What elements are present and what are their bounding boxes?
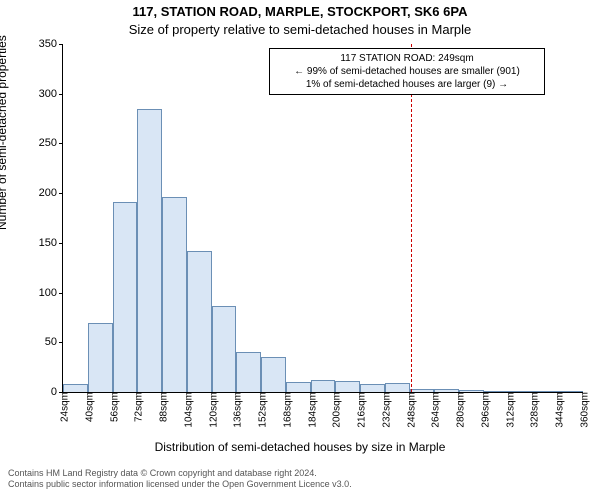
x-tick: 56sqm [105, 392, 120, 422]
x-axis-label: Distribution of semi-detached houses by … [0, 440, 600, 454]
x-tick: 136sqm [229, 392, 244, 428]
histogram-bar [113, 202, 138, 392]
histogram-bar [88, 323, 113, 392]
x-tick: 200sqm [328, 392, 343, 428]
histogram-bar [533, 391, 558, 392]
y-tick: 100 [39, 287, 63, 299]
x-tick: 72sqm [130, 392, 145, 422]
x-tick: 264sqm [427, 392, 442, 428]
histogram-bar [410, 389, 435, 392]
x-tick: 344sqm [551, 392, 566, 428]
histogram-bar [137, 109, 162, 392]
histogram-bar [311, 380, 336, 392]
x-tick: 168sqm [278, 392, 293, 428]
histogram-bar [509, 391, 534, 392]
footer-line-2: Contains public sector information licen… [8, 479, 352, 489]
chart-title-sub: Size of property relative to semi-detach… [0, 22, 600, 37]
plot-area: 05010015020025030035024sqm40sqm56sqm72sq… [62, 44, 583, 393]
chart-container: 117, STATION ROAD, MARPLE, STOCKPORT, SK… [0, 0, 600, 500]
chart-title-main: 117, STATION ROAD, MARPLE, STOCKPORT, SK… [0, 4, 600, 19]
x-tick: 88sqm [155, 392, 170, 422]
footer-line-1: Contains HM Land Registry data © Crown c… [8, 468, 317, 478]
histogram-bar [360, 384, 385, 392]
footer-attribution: Contains HM Land Registry data © Crown c… [8, 468, 352, 491]
histogram-bar [261, 357, 286, 392]
histogram-bar [162, 197, 187, 392]
marker-line [411, 44, 412, 392]
annotation-line-2: ← 99% of semi-detached houses are smalle… [276, 65, 538, 78]
x-tick: 184sqm [303, 392, 318, 428]
x-tick: 216sqm [353, 392, 368, 428]
histogram-bar [484, 391, 509, 392]
histogram-bar [335, 381, 360, 392]
histogram-bar [286, 382, 311, 392]
x-tick: 120sqm [204, 392, 219, 428]
y-tick: 250 [39, 137, 63, 149]
histogram-bar [459, 390, 484, 392]
histogram-bar [63, 384, 88, 392]
annotation-line-3: 1% of semi-detached houses are larger (9… [276, 78, 538, 91]
y-tick: 150 [39, 237, 63, 249]
y-axis-label: Number of semi-detached properties [0, 35, 9, 230]
histogram-bar [434, 389, 459, 392]
annotation-box: 117 STATION ROAD: 249sqm← 99% of semi-de… [269, 48, 545, 95]
annotation-line-1: 117 STATION ROAD: 249sqm [276, 52, 538, 65]
y-tick: 200 [39, 187, 63, 199]
x-tick: 312sqm [501, 392, 516, 428]
x-tick: 280sqm [452, 392, 467, 428]
y-tick: 300 [39, 88, 63, 100]
histogram-bar [385, 383, 410, 392]
x-tick: 296sqm [476, 392, 491, 428]
x-tick: 24sqm [56, 392, 71, 422]
x-tick: 248sqm [402, 392, 417, 428]
x-tick: 40sqm [80, 392, 95, 422]
y-tick: 50 [45, 336, 63, 348]
histogram-bar [558, 391, 583, 392]
x-tick: 232sqm [377, 392, 392, 428]
histogram-bar [236, 352, 261, 392]
x-tick: 152sqm [254, 392, 269, 428]
histogram-bar [212, 306, 237, 393]
histogram-bar [187, 251, 212, 392]
x-tick: 328sqm [526, 392, 541, 428]
x-tick: 360sqm [576, 392, 591, 428]
y-tick: 350 [39, 38, 63, 50]
x-tick: 104sqm [179, 392, 194, 428]
